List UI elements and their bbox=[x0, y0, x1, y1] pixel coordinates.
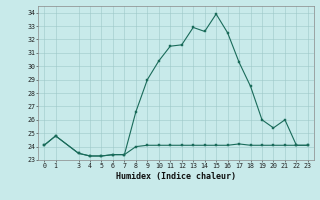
X-axis label: Humidex (Indice chaleur): Humidex (Indice chaleur) bbox=[116, 172, 236, 181]
